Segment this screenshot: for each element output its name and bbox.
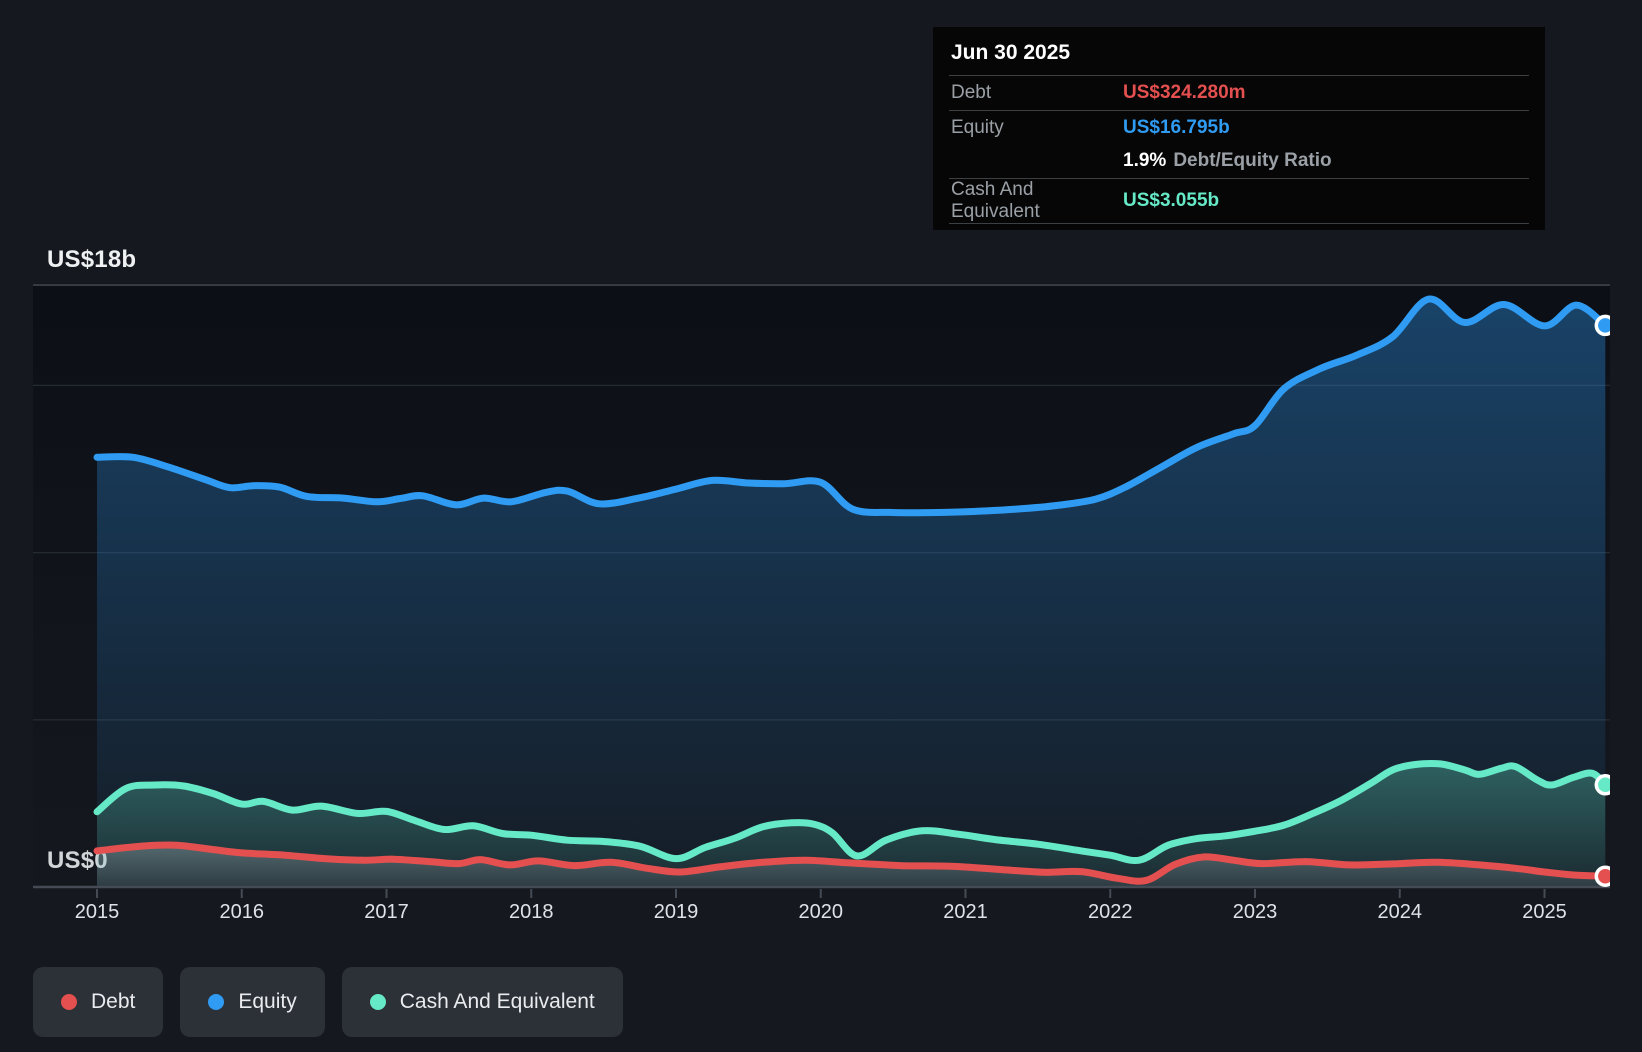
x-axis-label-2015: 2015 xyxy=(74,901,120,923)
x-axis-label-2020: 2020 xyxy=(798,901,844,923)
tooltip-row-debt: Debt US$324.280m xyxy=(949,76,1529,111)
x-axis-label-2023: 2023 xyxy=(1232,901,1278,923)
tooltip-debt-value: US$324.280m xyxy=(1123,82,1246,103)
legend-label: Cash And Equivalent xyxy=(399,990,595,1013)
chart-tooltip: Jun 30 2025 Debt US$324.280m Equity US$1… xyxy=(933,27,1545,230)
legend-item-debt[interactable]: Debt xyxy=(33,967,164,1037)
cash-end-marker[interactable] xyxy=(1594,774,1614,796)
tooltip-debt-label: Debt xyxy=(951,82,992,103)
debt-line xyxy=(93,841,1609,885)
equity-legend-dot-icon xyxy=(208,994,225,1010)
tooltip-ratio-label: Debt/Equity Ratio xyxy=(1173,150,1332,171)
tooltip-cash-value: US$3.055b xyxy=(1123,190,1220,211)
debt-legend-dot-icon xyxy=(61,994,77,1010)
equity-end-marker[interactable] xyxy=(1594,314,1614,337)
legend-label: Equity xyxy=(238,990,297,1013)
x-axis-label-2022: 2022 xyxy=(1088,901,1133,923)
legend-item-cash[interactable]: Cash And Equivalent xyxy=(341,967,623,1037)
x-axis-label-2019: 2019 xyxy=(653,901,699,923)
x-axis-label-2017: 2017 xyxy=(364,901,409,923)
x-axis-label-2021: 2021 xyxy=(943,901,988,923)
cash-line xyxy=(93,759,1609,865)
x-axis-label-2024: 2024 xyxy=(1377,901,1423,923)
debt-end-marker[interactable] xyxy=(1594,865,1614,887)
tooltip-row-equity: Equity US$16.795b xyxy=(949,111,1529,144)
tooltip-equity-label: Equity xyxy=(951,116,1004,138)
x-axis-label-2016: 2016 xyxy=(219,901,265,923)
tooltip-cash-label: Cash And Equivalent xyxy=(951,179,1040,222)
y-axis-label-top: US$18b xyxy=(47,246,137,273)
legend-label: Debt xyxy=(91,990,136,1013)
legend-item-equity[interactable]: Equity xyxy=(180,967,325,1037)
equity-line xyxy=(93,295,1609,517)
x-axis-label-2025: 2025 xyxy=(1522,901,1567,923)
equity-area xyxy=(97,298,1606,887)
x-axis-label-2018: 2018 xyxy=(509,901,554,923)
tooltip-row-cash: Cash And Equivalent US$3.055b xyxy=(949,179,1529,224)
cash-legend-dot-icon xyxy=(369,994,386,1010)
tooltip-equity-value: US$16.795b xyxy=(1123,116,1230,138)
tooltip-date: Jun 30 2025 xyxy=(949,27,1529,76)
chart-legend: Debt Equity Cash And Equivalent xyxy=(33,967,623,1037)
tooltip-ratio-value: 1.9% xyxy=(1123,150,1167,171)
tooltip-row-ratio: 1.9% Debt/Equity Ratio xyxy=(949,144,1529,179)
